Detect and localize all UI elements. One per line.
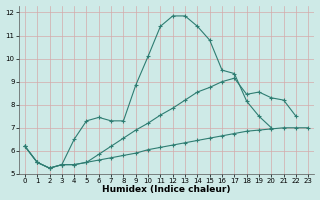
X-axis label: Humidex (Indice chaleur): Humidex (Indice chaleur) bbox=[102, 185, 231, 194]
